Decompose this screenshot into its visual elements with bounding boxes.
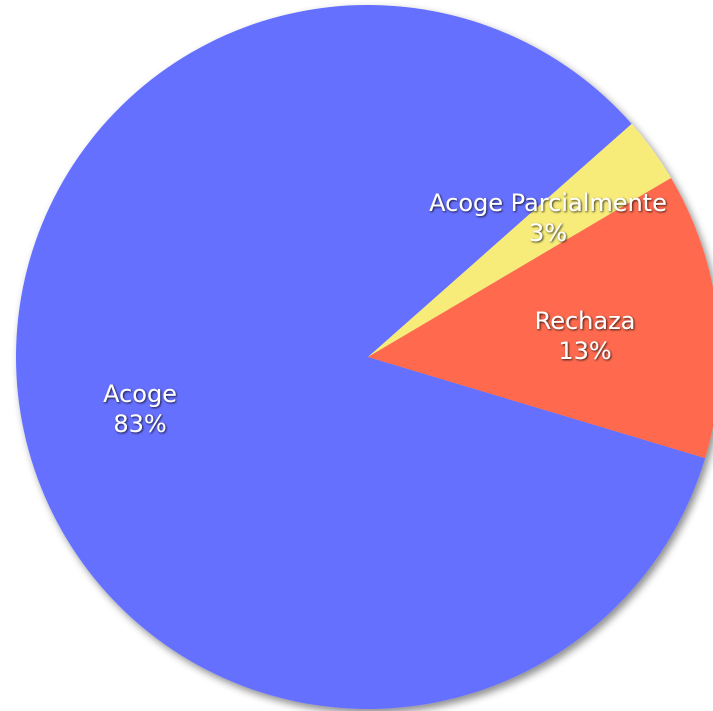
- slice-value: 83%: [113, 410, 166, 438]
- slice-value: 3%: [529, 219, 567, 247]
- pie-slice: [368, 123, 672, 357]
- slice-label: Acoge Parcialmente: [429, 189, 667, 217]
- pie: [16, 5, 713, 709]
- slice-value: 13%: [558, 337, 611, 365]
- slice-label: Acoge: [103, 380, 177, 408]
- pie-slice: [16, 5, 706, 709]
- slice-label: Rechaza: [535, 307, 636, 335]
- pie-slice: [368, 177, 713, 459]
